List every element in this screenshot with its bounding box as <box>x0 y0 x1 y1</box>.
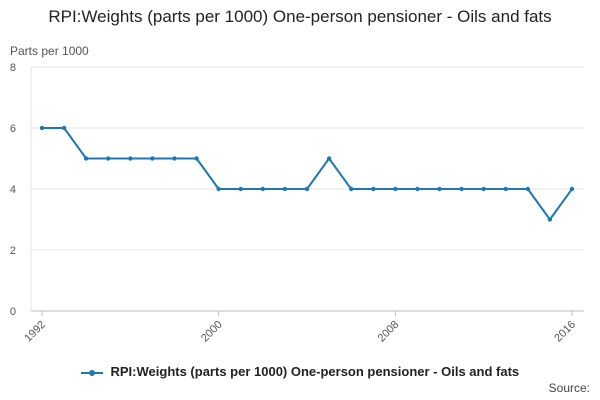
legend-label: RPI:Weights (parts per 1000) One-person … <box>110 364 520 379</box>
axes: 0 2 4 6 8 1992 2000 2008 2016 <box>10 62 578 344</box>
x-tick-label: 1992 <box>22 319 48 345</box>
data-point <box>238 186 243 192</box>
data-point <box>525 186 531 192</box>
data-point <box>61 125 67 131</box>
data-point <box>371 186 376 192</box>
data-point <box>260 186 266 192</box>
y-tick-label: 0 <box>10 306 16 318</box>
data-point <box>216 186 221 192</box>
data-point <box>459 186 464 192</box>
data-point <box>128 156 133 161</box>
data-point <box>39 125 45 131</box>
data-point <box>393 186 398 192</box>
y-tick-label: 2 <box>10 245 16 257</box>
data-point <box>415 186 420 192</box>
data-point <box>437 186 442 192</box>
source-label: Source: <box>548 381 590 395</box>
data-point <box>547 217 553 222</box>
data-point <box>503 186 508 192</box>
series-layer <box>39 125 575 222</box>
y-tick-label: 8 <box>10 62 16 74</box>
x-tick-label: 2016 <box>552 319 578 345</box>
data-point <box>172 156 177 161</box>
data-point <box>304 186 310 192</box>
data-point <box>150 156 155 161</box>
data-point <box>282 186 288 192</box>
data-point <box>481 186 486 192</box>
data-point <box>106 156 111 161</box>
data-point <box>83 156 89 161</box>
data-point <box>326 156 332 161</box>
series-line <box>42 127 573 221</box>
chart-title: RPI:Weights (parts per 1000) One-person … <box>48 7 552 26</box>
data-point <box>569 186 575 192</box>
y-tick-label: 4 <box>10 184 16 196</box>
legend-swatch <box>80 368 103 378</box>
y-tick-label: 6 <box>10 123 16 135</box>
legend[interactable]: RPI:Weights (parts per 1000) One-person … <box>0 364 600 379</box>
data-point <box>194 156 199 161</box>
y-axis-label: Parts per 1000 <box>10 44 89 58</box>
data-point <box>348 186 354 192</box>
x-tick-label: 2000 <box>199 319 225 345</box>
x-tick-label: 2008 <box>376 319 402 345</box>
